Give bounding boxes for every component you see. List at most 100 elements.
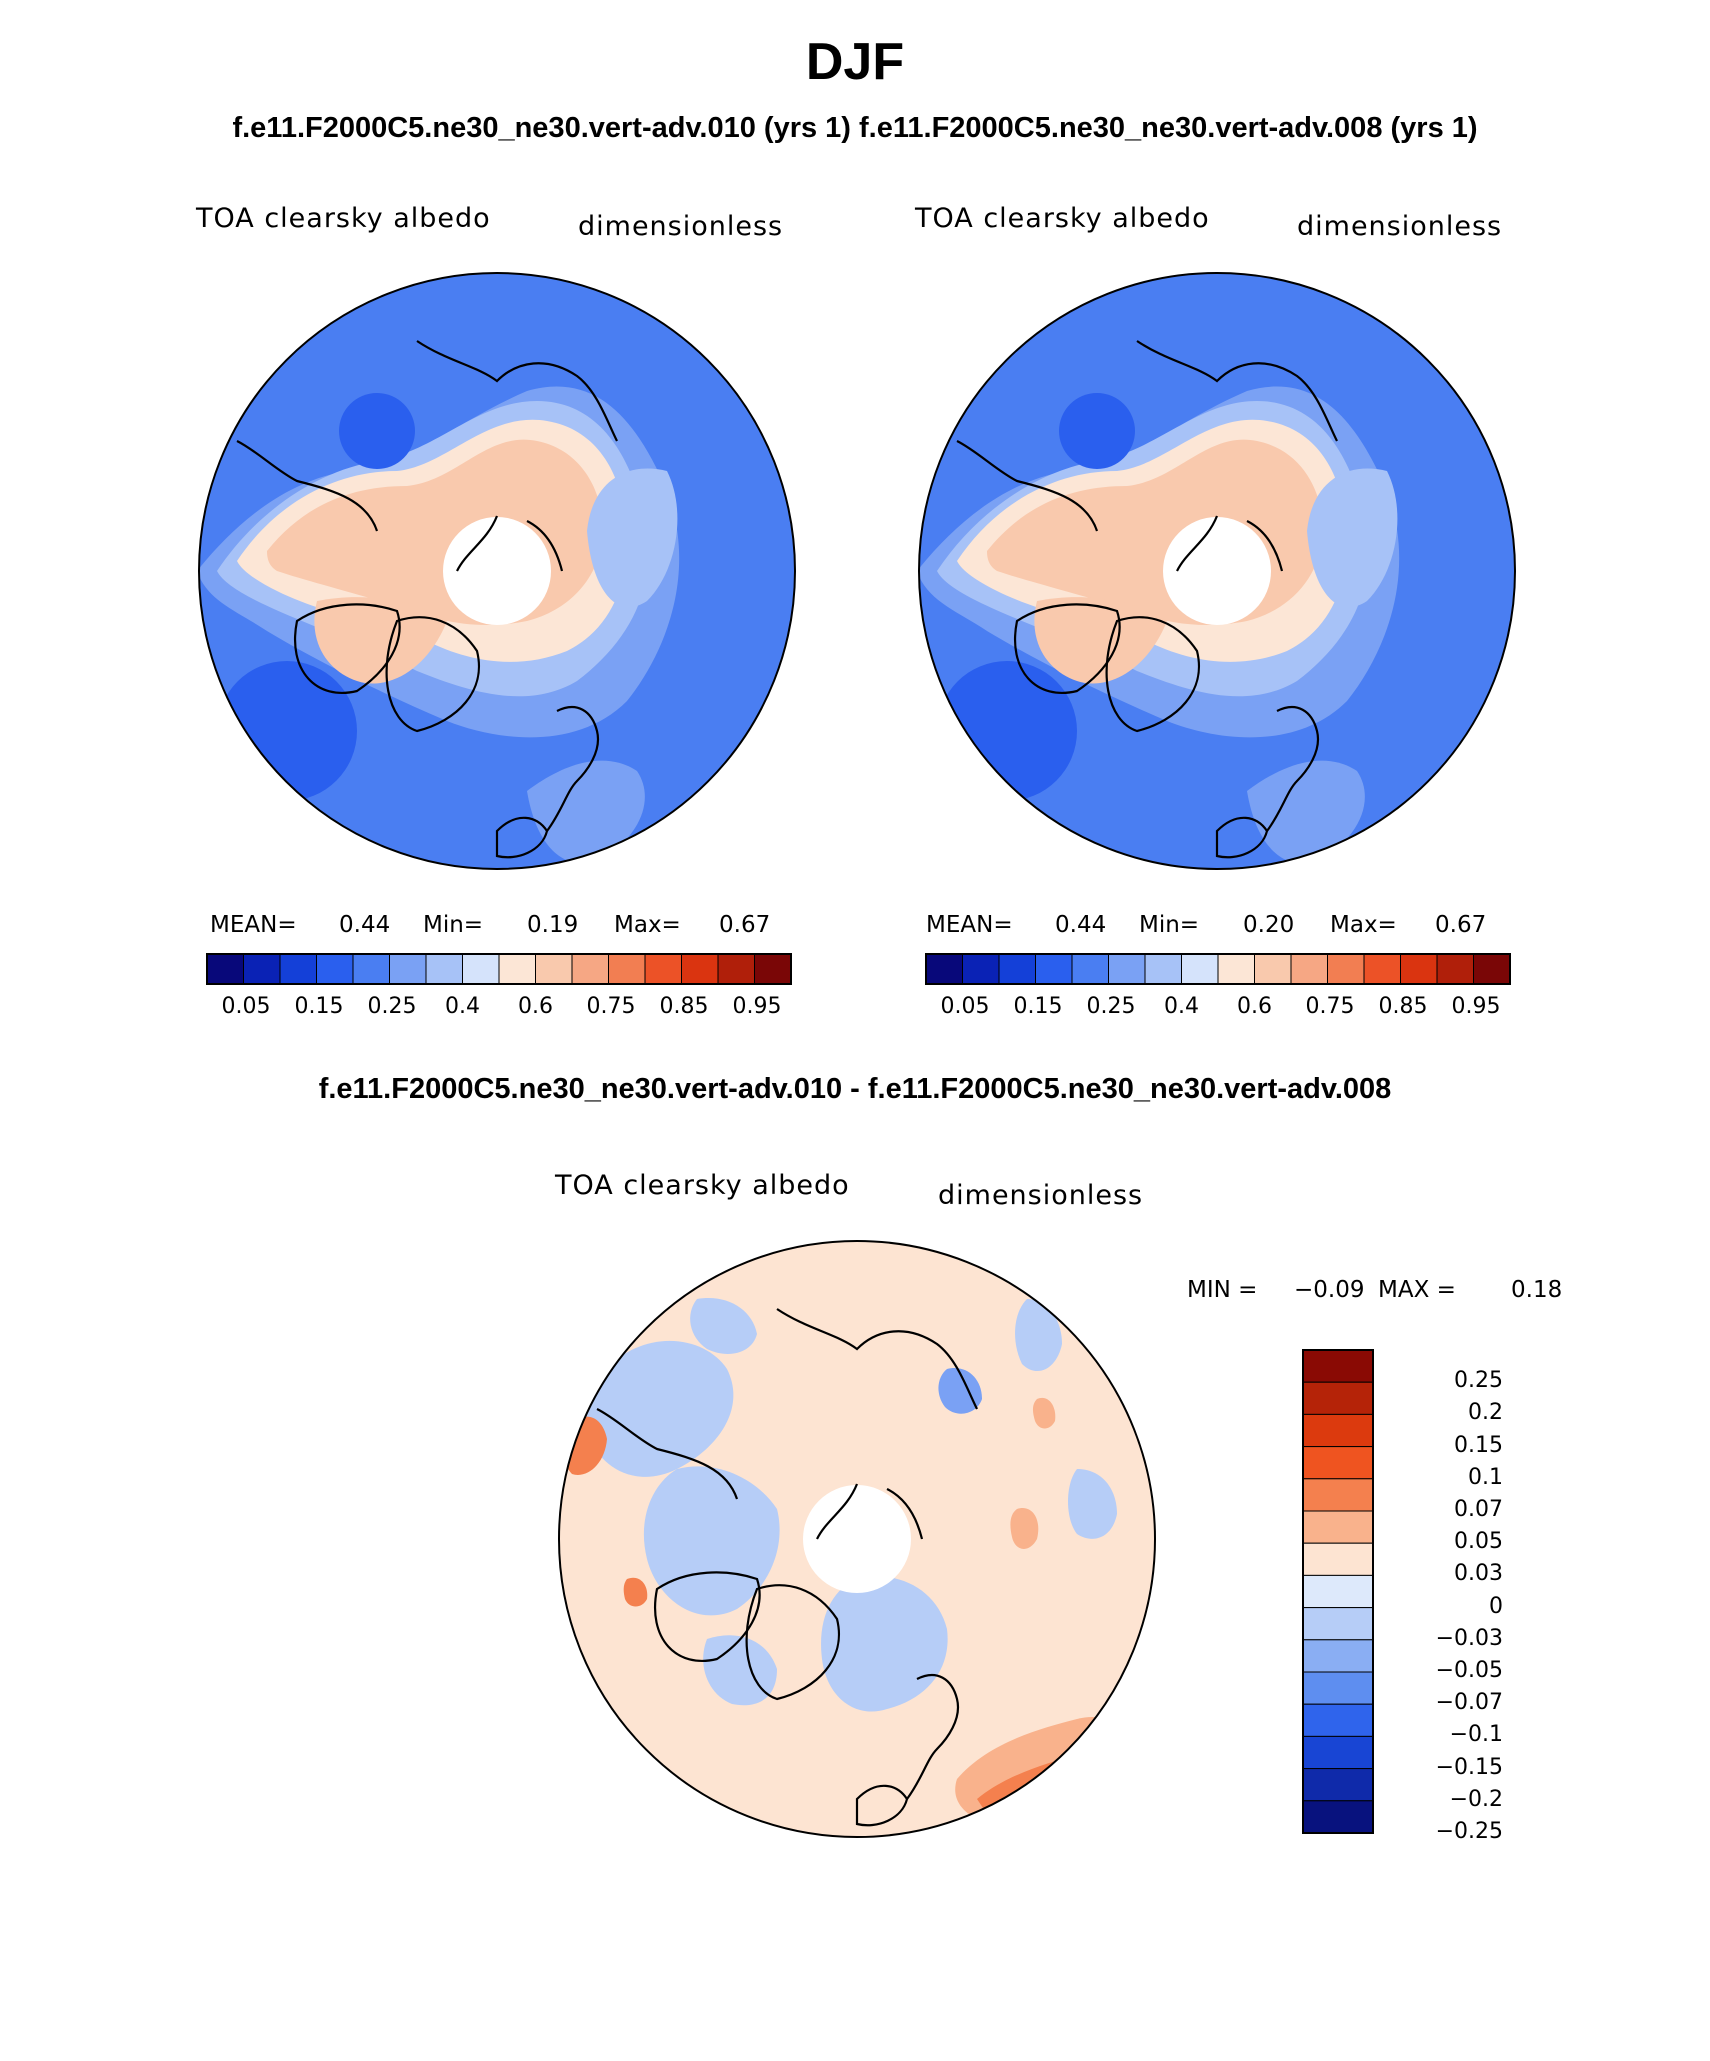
colorbar-panel2-swatch (1327, 953, 1365, 985)
colorbar-panel2-swatch (998, 953, 1036, 985)
diff-max-value: 0.18 (1511, 1277, 1563, 1303)
colorbar-panel1 (206, 953, 792, 985)
colorbar-panel2-tick-label: 0.85 (1378, 994, 1428, 1019)
colorbar-panel1-swatch (243, 953, 281, 985)
panel2-mean-label: MEAN= (926, 912, 1013, 938)
colorbar-difference-swatch (1302, 1478, 1374, 1512)
colorbar-panel2-tick-label: 0.75 (1305, 994, 1355, 1019)
panel1-min-value: 0.19 (527, 912, 579, 938)
colorbar-difference-tick-label: −0.03 (1435, 1625, 1503, 1651)
colorbar-panel1-tick-label: 0.75 (586, 994, 636, 1019)
colorbar-panel2-tick-label: 0.95 (1451, 994, 1501, 1019)
colorbar-difference-tick-label: 0.03 (1454, 1561, 1503, 1587)
colorbar-difference-swatch (1302, 1800, 1374, 1834)
colorbar-panel2-swatch (925, 953, 963, 985)
colorbar-panel1-tick-label: 0.95 (732, 994, 782, 1019)
polar-map-case-008 (918, 272, 1516, 870)
colorbar-difference-swatch (1302, 1349, 1374, 1383)
diff-min-value: −0.09 (1294, 1277, 1365, 1303)
colorbar-panel1-swatch (498, 953, 536, 985)
polar-map-difference (558, 1240, 1156, 1838)
colorbar-panel1-swatch (717, 953, 755, 985)
colorbar-panel1-swatch (206, 953, 244, 985)
page-title: DJF (805, 33, 905, 91)
panel2-min-label: Min= (1139, 912, 1200, 938)
colorbar-panel2-swatch (1400, 953, 1438, 985)
cases-subtitle: f.e11.F2000C5.ne30_ne30.vert-adv.010 (yr… (232, 112, 1478, 144)
panel2-units-label: dimensionless (1297, 211, 1503, 242)
colorbar-panel1-swatch (571, 953, 609, 985)
panel1-variable-label: TOA clearsky albedo (196, 203, 491, 234)
diff-max-label: MAX = (1378, 1277, 1456, 1303)
diff-min-label: MIN = (1187, 1277, 1258, 1303)
colorbar-difference-tick-label: −0.2 (1449, 1786, 1503, 1812)
colorbar-difference-tick-label: 0.07 (1454, 1497, 1503, 1522)
colorbar-panel2-swatch (1217, 953, 1255, 985)
colorbar-panel1-frame (206, 953, 792, 985)
panel2-max-value: 0.67 (1435, 912, 1487, 938)
colorbar-panel2-swatch (1144, 953, 1182, 985)
colorbar-panel1-swatch (279, 953, 317, 985)
colorbar-panel2 (925, 953, 1511, 985)
colorbar-panel1-swatch (644, 953, 682, 985)
colorbar-difference-tick-label: 0.25 (1454, 1368, 1503, 1394)
panel1-max-value: 0.67 (719, 912, 771, 938)
colorbar-difference-swatch (1302, 1768, 1374, 1802)
colorbar-panel2-swatch (1436, 953, 1474, 985)
panel2-mean-value: 0.44 (1055, 912, 1107, 938)
panel1-min-label: Min= (423, 912, 484, 938)
colorbar-difference-swatch (1302, 1671, 1374, 1705)
colorbar-panel1-swatch (754, 953, 792, 985)
colorbar-panel2-frame (925, 953, 1511, 985)
colorbar-difference-tick-label: 0.2 (1468, 1400, 1503, 1426)
colorbar-difference-tick-label: −0.25 (1435, 1819, 1503, 1844)
colorbar-panel1-swatch (462, 953, 500, 985)
colorbar-difference-swatch (1302, 1542, 1374, 1576)
colorbar-panel2-tick-label: 0.15 (1013, 994, 1063, 1019)
panel2-max-label: Max= (1330, 912, 1397, 938)
panel1-units-label: dimensionless (578, 211, 784, 242)
colorbar-difference-swatch (1302, 1413, 1374, 1448)
colorbar-panel1-swatch (389, 953, 427, 985)
colorbar-panel1-swatch (608, 953, 646, 985)
colorbar-panel2-tick-label: 0.25 (1086, 994, 1136, 1019)
colorbar-difference-tick-label: 0.05 (1454, 1529, 1503, 1555)
colorbar-panel2-swatch (1473, 953, 1511, 985)
colorbar-panel2-tick-label: 0.05 (940, 994, 990, 1019)
colorbar-panel2-tick-label: 0.4 (1164, 994, 1199, 1019)
colorbar-panel1-ticks: 0.05 0.15 0.25 0.4 0.6 0.75 0.85 0.95 (207, 994, 791, 1024)
colorbar-panel2-tick-label: 0.6 (1237, 994, 1272, 1019)
colorbar-difference-ticks: 0.25 0.2 0.15 0.1 0.07 0.05 0.03 0 −0.03 −0.05 −0.… (1383, 1350, 1503, 1844)
colorbar-panel2-swatch (962, 953, 1000, 985)
colorbar-panel2-ticks: 0.05 0.15 0.25 0.4 0.6 0.75 0.85 0.95 (926, 994, 1510, 1024)
polar-map-case-010 (198, 272, 796, 870)
colorbar-difference-tick-label: 0.1 (1468, 1464, 1503, 1490)
colorbar-difference-frame (1302, 1349, 1374, 1834)
colorbar-difference-swatch (1302, 1381, 1374, 1415)
colorbar-panel1-tick-label: 0.85 (659, 994, 709, 1019)
colorbar-difference-swatch (1302, 1607, 1374, 1641)
colorbar-panel1-tick-label: 0.05 (221, 994, 271, 1019)
diff-units-label: dimensionless (938, 1180, 1144, 1211)
colorbar-panel2-swatch (1363, 953, 1401, 985)
colorbar-panel1-swatch (681, 953, 719, 985)
colorbar-panel1-tick-label: 0.4 (445, 994, 480, 1019)
colorbar-difference-swatch (1302, 1574, 1374, 1609)
difference-title: f.e11.F2000C5.ne30_ne30.vert-adv.010 - f… (318, 1073, 1392, 1105)
colorbar-difference-swatch (1302, 1703, 1374, 1737)
colorbar-difference-tick-label: −0.05 (1435, 1658, 1503, 1683)
colorbar-panel1-tick-label: 0.15 (294, 994, 344, 1019)
colorbar-panel1-swatch (425, 953, 463, 985)
colorbar-panel2-swatch (1108, 953, 1146, 985)
panel1-mean-label: MEAN= (210, 912, 297, 938)
colorbar-difference-swatch (1302, 1446, 1374, 1480)
colorbar-difference-tick-label: 0 (1489, 1593, 1503, 1619)
panel2-min-value: 0.20 (1243, 912, 1295, 938)
colorbar-panel1-tick-label: 0.25 (367, 994, 417, 1019)
colorbar-difference-tick-label: −0.1 (1449, 1722, 1503, 1748)
panel1-mean-value: 0.44 (339, 912, 391, 938)
colorbar-panel1-swatch (316, 953, 354, 985)
colorbar-difference (1302, 1349, 1374, 1834)
colorbar-difference-swatch (1302, 1639, 1374, 1673)
colorbar-panel2-swatch (1035, 953, 1073, 985)
